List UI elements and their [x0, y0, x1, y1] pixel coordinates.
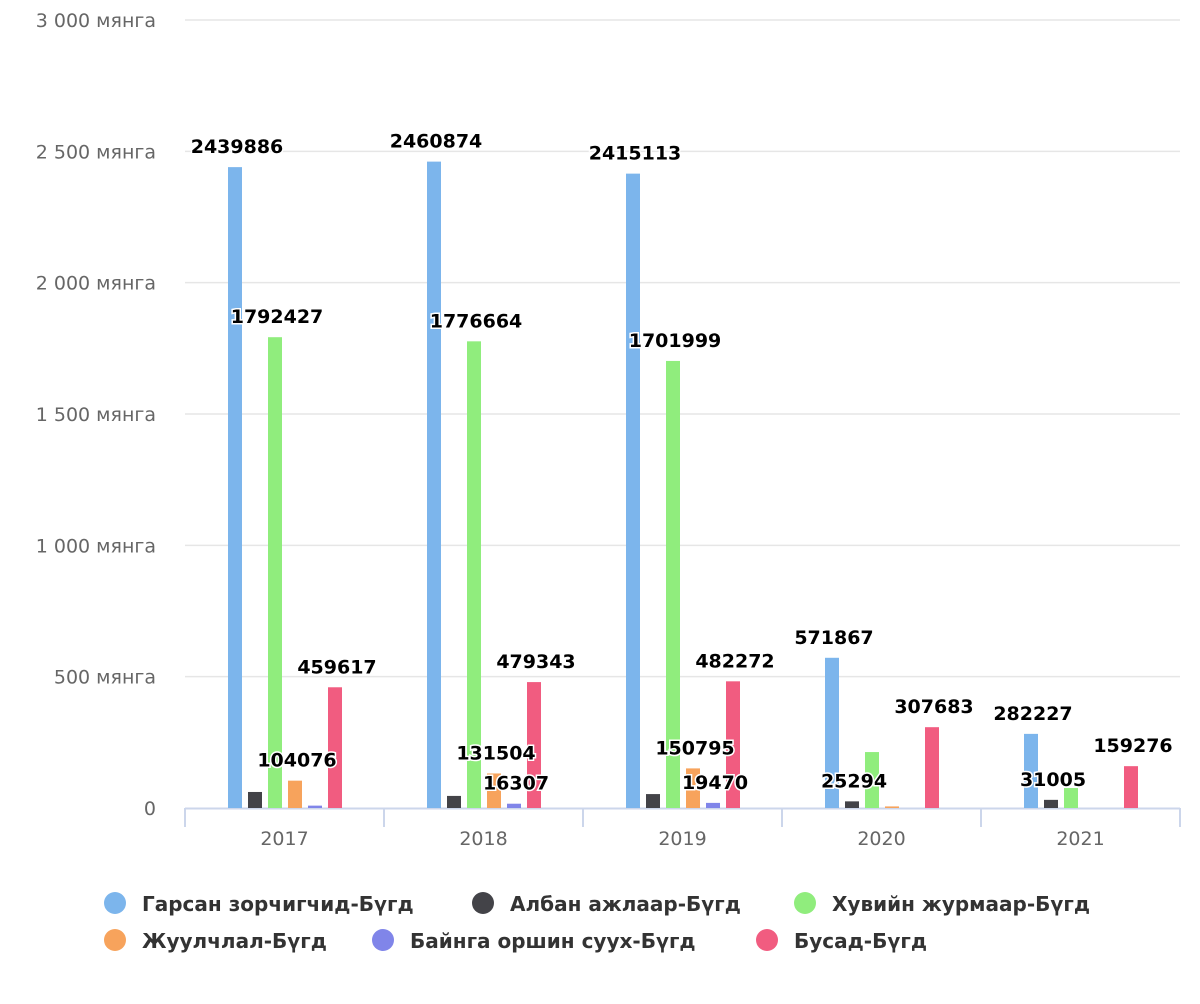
bar[interactable]: [626, 173, 640, 809]
legend-marker-icon: [472, 892, 494, 914]
bar[interactable]: [427, 161, 441, 809]
legend-item[interactable]: Гарсан зорчигчид-Бүгд: [104, 892, 414, 916]
legend-marker-icon: [794, 892, 816, 914]
grid-lines: [185, 19, 1180, 678]
bar[interactable]: [507, 803, 521, 808]
data-label: 2415113: [589, 143, 682, 165]
bar[interactable]: [1064, 788, 1078, 808]
x-tick-label: 2018: [459, 828, 507, 850]
legend-label: Бусад-Бүгд: [794, 929, 927, 953]
legend-item[interactable]: Жуулчлал-Бүгд: [104, 929, 327, 953]
bar[interactable]: [487, 773, 501, 808]
legend-label: Жуулчлал-Бүгд: [142, 929, 327, 953]
legend: Гарсан зорчигчид-Бүгд Албан ажлаар-Бүгд Ху…: [104, 892, 1090, 953]
bar[interactable]: [1044, 799, 1058, 808]
y-tick-label: 3 000 мянга: [36, 10, 156, 32]
legend-label: Гарсан зорчигчид-Бүгд: [142, 892, 414, 916]
legend-marker-icon: [104, 929, 126, 951]
data-label: 482272: [695, 650, 774, 672]
bars: [228, 161, 1138, 809]
data-label: 479343: [496, 651, 575, 673]
x-tick-label: 2020: [857, 828, 905, 850]
bar[interactable]: [447, 795, 461, 808]
data-label: 2439886: [191, 136, 284, 158]
bar[interactable]: [1024, 733, 1038, 808]
y-tick-label: 1 500 мянга: [36, 404, 156, 426]
bar[interactable]: [467, 341, 481, 808]
data-label: 150795: [655, 737, 734, 759]
data-label: 16307: [483, 773, 549, 795]
x-tick-label: 2017: [260, 828, 308, 850]
legend-label: Хувийн журмаар-Бүгд: [832, 892, 1090, 916]
data-label: 1701999: [629, 330, 722, 352]
bar[interactable]: [686, 768, 700, 808]
bar[interactable]: [1124, 766, 1138, 808]
bar[interactable]: [865, 752, 879, 808]
bar[interactable]: [726, 681, 740, 808]
data-label: 131504: [456, 742, 535, 764]
bar[interactable]: [825, 657, 839, 808]
data-label: 19470: [682, 772, 748, 794]
bar[interactable]: [845, 801, 859, 808]
data-label: 1776664: [430, 310, 523, 332]
legend-item[interactable]: Хувийн журмаар-Бүгд: [794, 892, 1090, 916]
data-label: 31005: [1020, 769, 1086, 791]
data-label: 307683: [894, 696, 973, 718]
bar[interactable]: [268, 337, 282, 808]
data-label: 104076: [257, 750, 336, 772]
bar[interactable]: [527, 682, 541, 808]
y-tick-label: 1 000 мянга: [36, 535, 156, 557]
data-label: 2460874: [390, 131, 483, 153]
legend-label: Албан ажлаар-Бүгд: [510, 892, 741, 916]
bar[interactable]: [646, 794, 660, 808]
y-axis: 0 500 мянга 1 000 мянга 1 500 мянга 2 000 мя…: [36, 10, 156, 820]
legend-marker-icon: [372, 929, 394, 951]
legend-marker-icon: [756, 929, 778, 951]
legend-marker-icon: [104, 892, 126, 914]
bar[interactable]: [228, 167, 242, 808]
bar[interactable]: [885, 806, 899, 808]
legend-item[interactable]: Албан ажлаар-Бүгд: [472, 892, 741, 916]
data-label: 1792427: [231, 306, 324, 328]
x-tick-label: 2019: [658, 828, 706, 850]
y-tick-label: 0: [144, 798, 156, 820]
legend-label: Байнга оршин суух-Бүгд: [410, 929, 696, 953]
data-labels: 2439886 2460874 2415113 571867 282227 25294 31…: [189, 129, 1174, 796]
bar[interactable]: [925, 727, 939, 808]
bar[interactable]: [288, 780, 302, 808]
bar[interactable]: [248, 791, 262, 808]
bar[interactable]: [706, 802, 720, 808]
bar[interactable]: [666, 360, 680, 808]
bar[interactable]: [328, 687, 342, 808]
data-label: 282227: [993, 703, 1072, 725]
x-tick-label: 2021: [1056, 828, 1104, 850]
y-tick-label: 2 500 мянга: [36, 141, 156, 163]
legend-item[interactable]: Бусад-Бүгд: [756, 929, 927, 953]
data-label: 459617: [297, 656, 376, 678]
data-label: 25294: [821, 770, 887, 792]
x-axis: 2017 2018 2019 2020 2021: [184, 807, 1181, 850]
data-label: 159276: [1093, 735, 1172, 757]
bar[interactable]: [308, 805, 322, 808]
data-label: 571867: [794, 627, 873, 649]
legend-item[interactable]: Байнга оршин суух-Бүгд: [372, 929, 696, 953]
y-tick-label: 2 000 мянга: [36, 273, 156, 295]
y-tick-label: 500 мянга: [54, 667, 156, 689]
